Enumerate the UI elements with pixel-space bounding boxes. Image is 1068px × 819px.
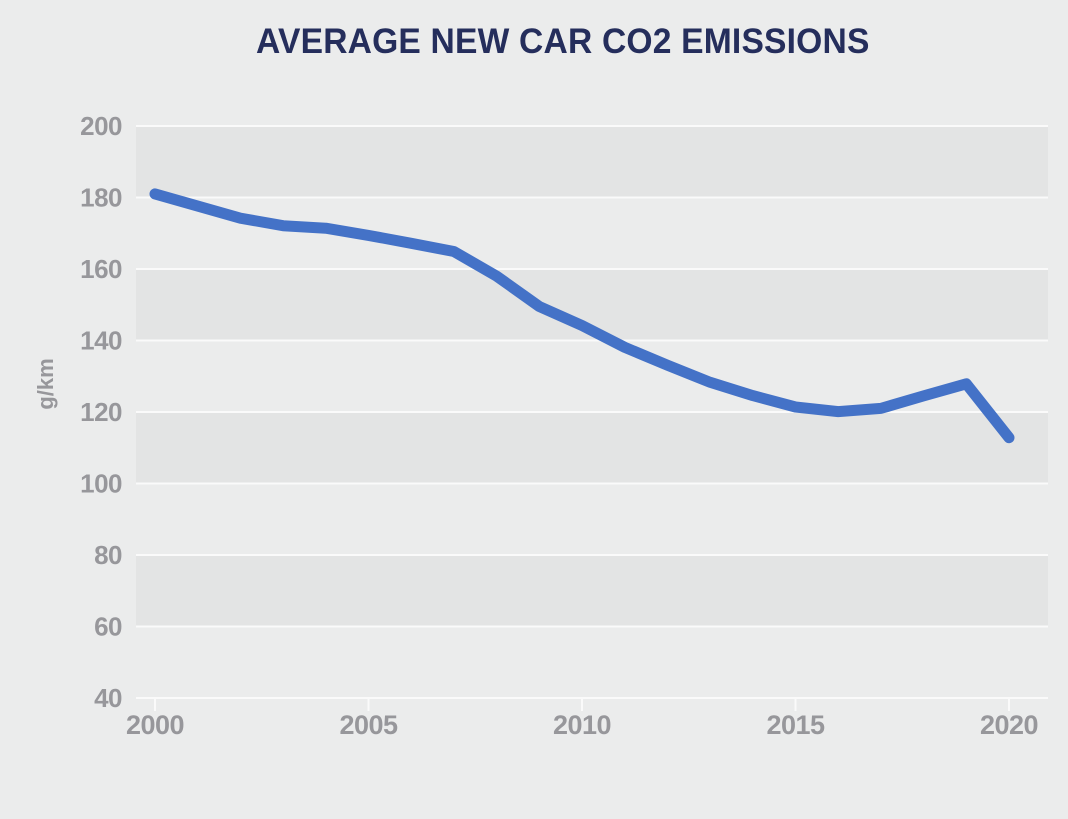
y-tick-label: 80: [94, 540, 122, 570]
plot-band: [136, 126, 1048, 198]
plot-band: [136, 412, 1048, 484]
y-tick-label: 180: [80, 183, 122, 213]
y-tick-label: 60: [94, 612, 122, 642]
x-tick-label: 2020: [980, 710, 1038, 740]
x-tick-label: 2000: [126, 710, 184, 740]
y-tick-label: 140: [80, 326, 122, 356]
y-tick-label: 120: [80, 397, 122, 427]
plot-band: [136, 555, 1048, 627]
x-tick-label: 2015: [766, 710, 825, 740]
chart-title: AVERAGE NEW CAR CO2 EMISSIONS: [256, 22, 870, 61]
emissions-line: [149, 188, 1015, 444]
y-tick-label: 100: [80, 469, 122, 499]
x-tick-label: 2010: [553, 710, 611, 740]
y-tick-label: 40: [94, 683, 122, 713]
y-tick-label: 160: [80, 254, 122, 284]
x-tick-label: 2005: [339, 710, 398, 740]
y-tick-label: 200: [80, 111, 122, 141]
